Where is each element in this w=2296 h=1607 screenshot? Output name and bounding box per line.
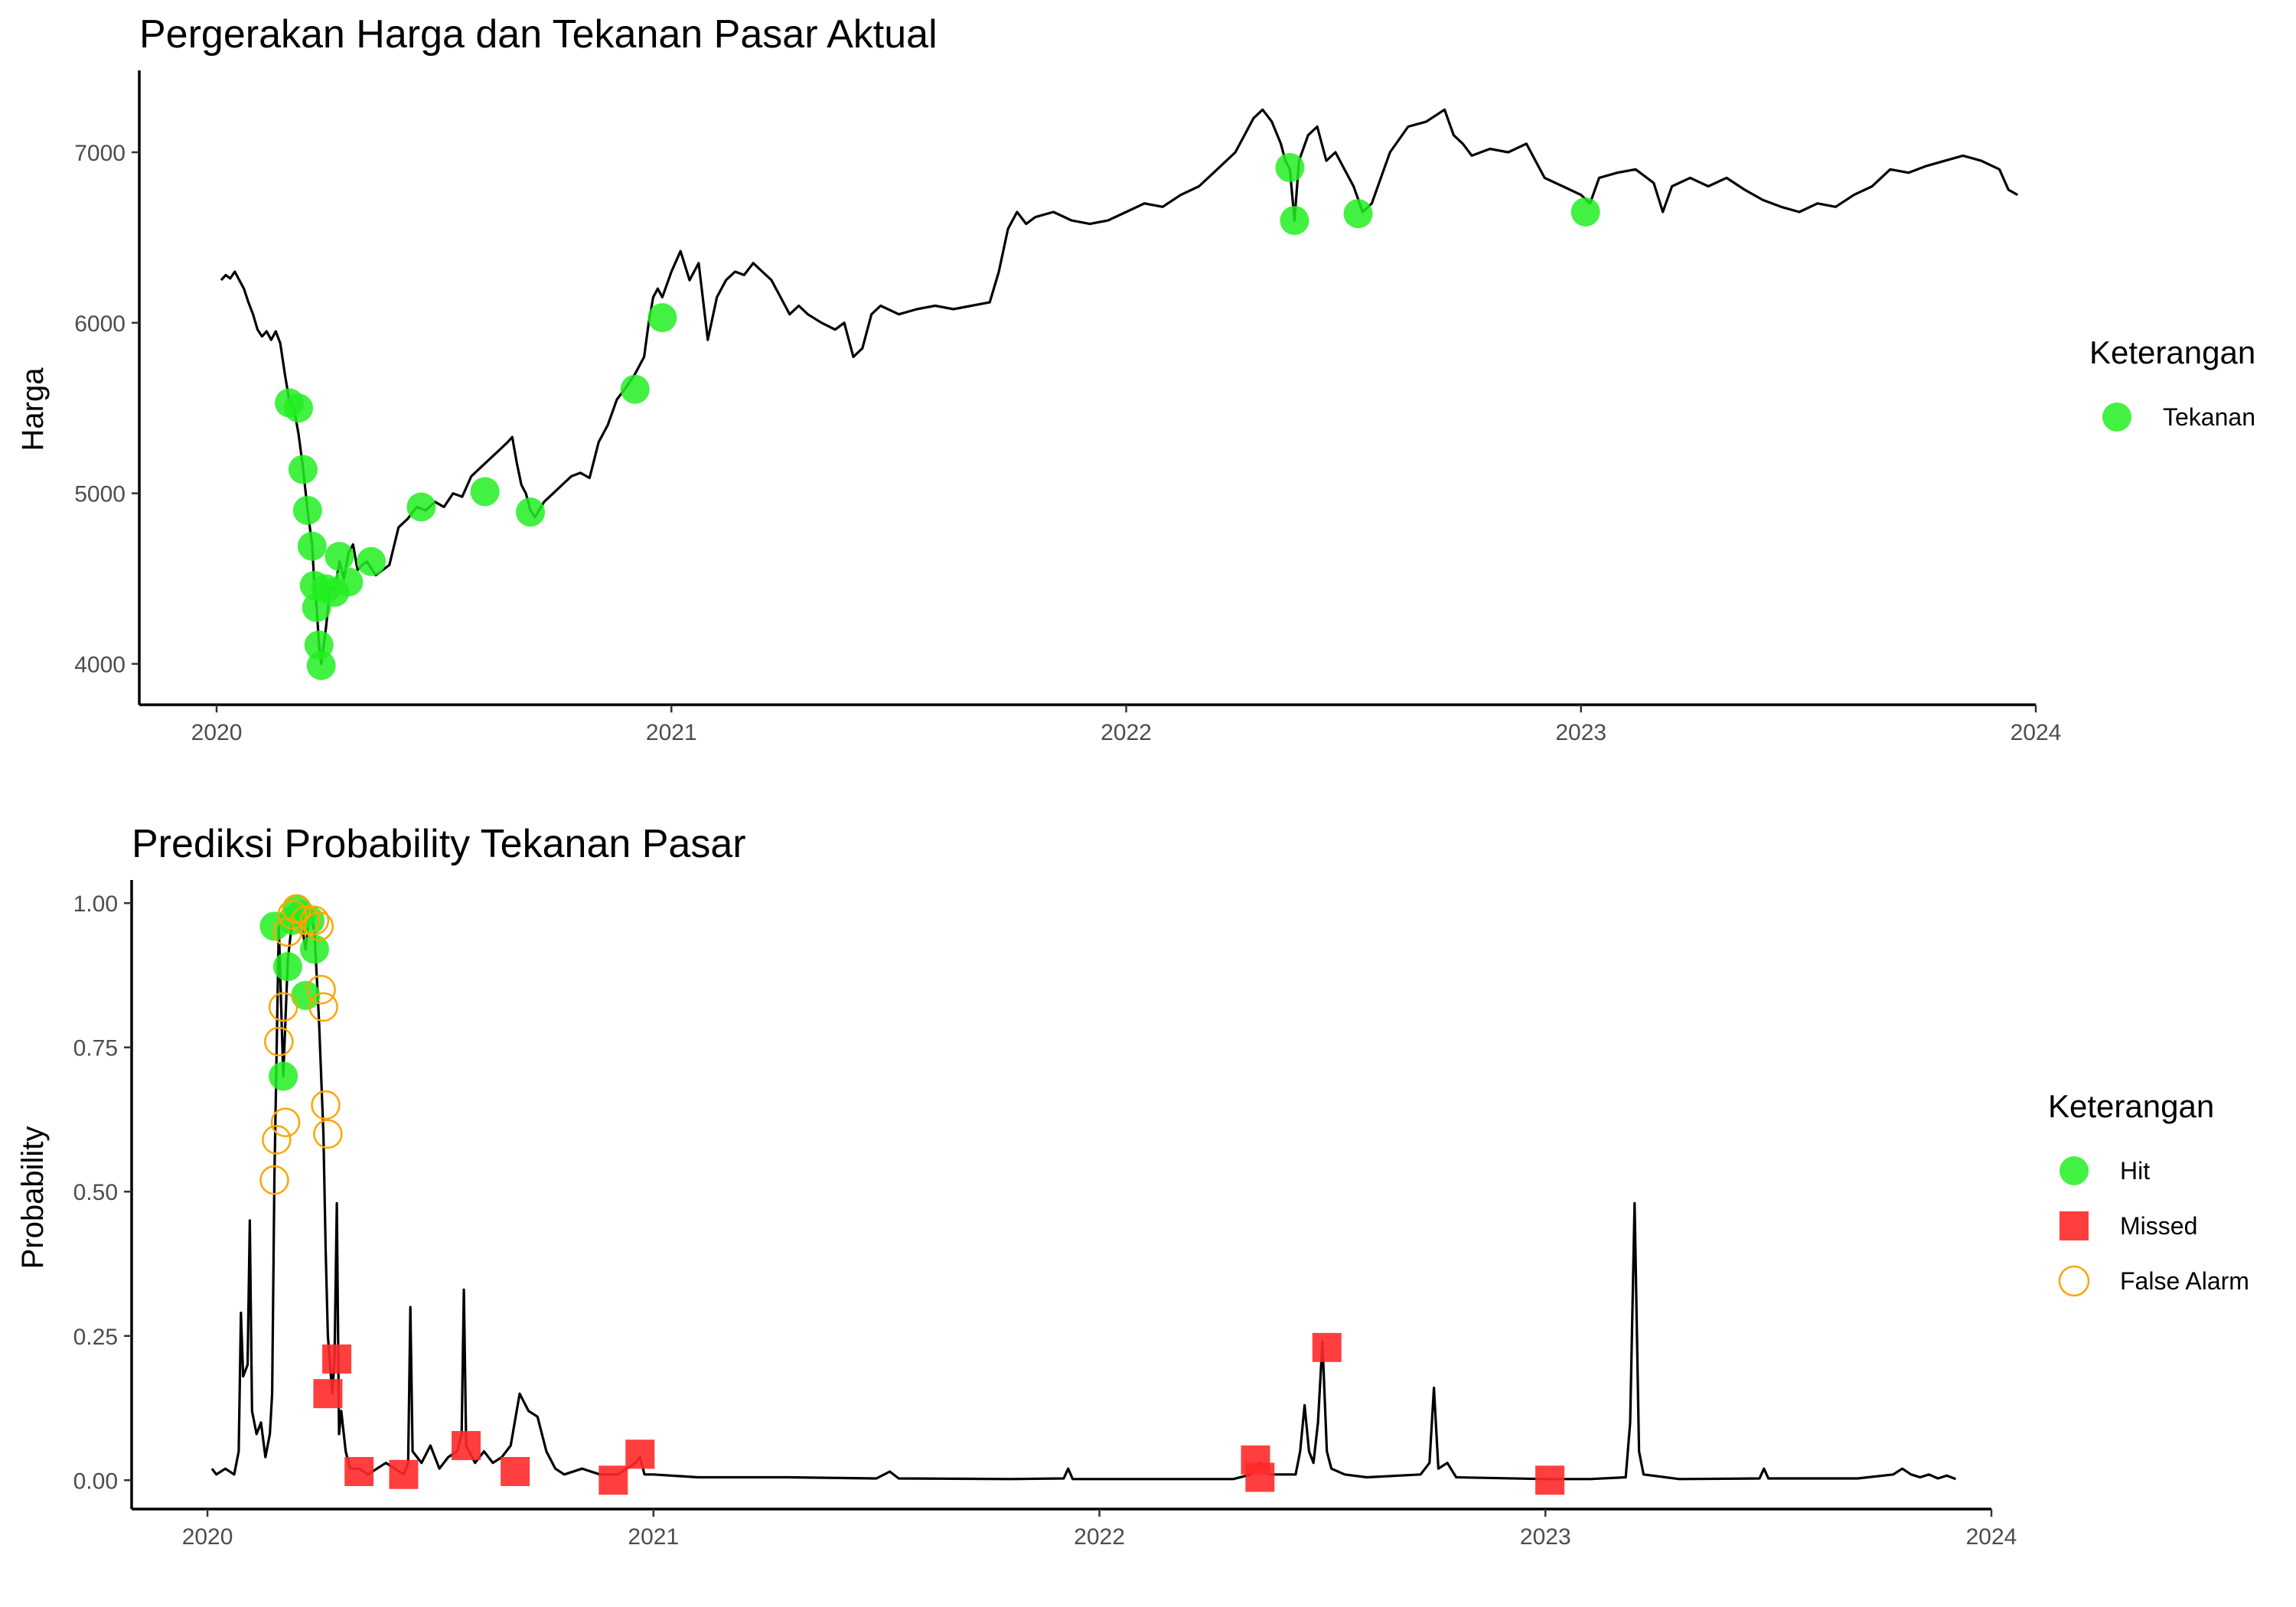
probability-y-tick-label: 0.00 bbox=[73, 1468, 118, 1494]
missed-point bbox=[344, 1456, 374, 1486]
tekanan-point bbox=[357, 546, 386, 576]
false-alarm-point bbox=[308, 992, 338, 1022]
probability-y-axis-label: Probability bbox=[16, 1126, 50, 1270]
false-alarm-point bbox=[291, 905, 321, 936]
price-x-tick-label: 2023 bbox=[1555, 720, 1606, 745]
hit-point bbox=[269, 1061, 298, 1091]
hit-point bbox=[291, 980, 321, 1010]
probability-x-tick-label: 2023 bbox=[1520, 1524, 1571, 1550]
probability-axes: 0.00 0.25 0.50 0.75 1.00 2020 2021 2022 2023 2024 bbox=[73, 880, 2017, 1550]
price-y-tick-label: 4000 bbox=[74, 653, 126, 678]
tekanan-point bbox=[1343, 199, 1373, 229]
false-alarm-point bbox=[299, 905, 330, 936]
price-y-tick-label: 6000 bbox=[74, 311, 126, 337]
false-alarm-point bbox=[304, 911, 334, 941]
tekanan-point bbox=[647, 303, 677, 333]
hit-point bbox=[299, 934, 329, 964]
probability-panel: Prediksi Probability Tekanan Pasar Proba… bbox=[16, 822, 2249, 1550]
price-x-tick-label: 2021 bbox=[646, 720, 697, 745]
tekanan-point bbox=[292, 495, 322, 525]
price-legend-title: Keterangan bbox=[2089, 334, 2255, 370]
false-alarm-point bbox=[264, 1026, 294, 1057]
tekanan-point bbox=[297, 531, 327, 561]
tekanan-points bbox=[275, 153, 1600, 680]
legend-false-alarm-icon bbox=[2058, 1265, 2090, 1297]
missed-point bbox=[1535, 1465, 1565, 1495]
missed-point bbox=[1245, 1462, 1275, 1492]
legend-hit-label: Hit bbox=[2120, 1157, 2150, 1185]
probability-y-tick-label: 0.25 bbox=[73, 1325, 118, 1350]
false-alarm-point bbox=[282, 894, 311, 924]
probability-y-tick-label: 0.50 bbox=[73, 1180, 118, 1205]
missed-point bbox=[1312, 1332, 1342, 1362]
tekanan-point bbox=[470, 477, 500, 507]
hit-point bbox=[272, 952, 302, 982]
price-chart-title: Pergerakan Harga dan Tekanan Pasar Aktua… bbox=[139, 12, 938, 57]
price-y-tick-label: 7000 bbox=[74, 141, 126, 166]
probability-x-tick-label: 2024 bbox=[1966, 1524, 2017, 1550]
probability-chart-title: Prediksi Probability Tekanan Pasar bbox=[132, 822, 746, 866]
tekanan-point bbox=[1280, 206, 1309, 236]
legend-hit-icon bbox=[2060, 1156, 2089, 1185]
tekanan-point bbox=[620, 374, 650, 404]
price-x-tick-label: 2020 bbox=[191, 720, 243, 745]
price-x-tick-label: 2022 bbox=[1101, 720, 1152, 745]
missed-point bbox=[598, 1465, 628, 1495]
probability-y-tick-label: 1.00 bbox=[73, 892, 118, 917]
tekanan-point bbox=[325, 542, 354, 572]
false-alarm-point bbox=[313, 1119, 343, 1149]
false-alarm-point bbox=[270, 1107, 301, 1137]
tekanan-point bbox=[406, 492, 436, 522]
price-x-tick-label: 2024 bbox=[2011, 720, 2062, 745]
tekanan-point bbox=[1570, 197, 1600, 227]
price-legend: Keterangan Tekanan bbox=[2089, 334, 2255, 432]
legend-false-alarm-label: False Alarm bbox=[2120, 1267, 2249, 1295]
price-y-tick-label: 5000 bbox=[74, 482, 126, 507]
probability-y-tick-label: 0.75 bbox=[73, 1036, 118, 1061]
missed-point bbox=[322, 1344, 352, 1374]
legend-tekanan-icon bbox=[2102, 403, 2131, 432]
tekanan-point bbox=[283, 393, 313, 423]
legend-missed-icon bbox=[2060, 1211, 2089, 1240]
missed-point bbox=[501, 1456, 530, 1486]
probability-x-tick-label: 2021 bbox=[628, 1524, 679, 1550]
false-alarm-point bbox=[277, 899, 308, 930]
false-alarm-point bbox=[311, 1090, 341, 1120]
legend-tekanan-label: Tekanan bbox=[2163, 403, 2255, 431]
missed-point bbox=[625, 1439, 655, 1469]
tekanan-point bbox=[334, 567, 364, 597]
missed-point bbox=[389, 1459, 419, 1489]
false-alarm-point bbox=[268, 992, 298, 1022]
price-y-axis-label: Harga bbox=[16, 367, 50, 451]
probability-legend-title: Keterangan bbox=[2048, 1088, 2214, 1124]
false-alarm-point bbox=[306, 975, 336, 1005]
missed-point bbox=[313, 1379, 343, 1409]
tekanan-point bbox=[288, 455, 318, 484]
tekanan-point bbox=[306, 650, 336, 680]
tekanan-point bbox=[516, 497, 546, 527]
probability-legend: Keterangan Hit Missed False Alarm bbox=[2048, 1088, 2249, 1297]
price-axes: 4000 5000 6000 7000 2020 2021 2022 2023 2024 bbox=[74, 70, 2061, 745]
probability-x-tick-label: 2022 bbox=[1074, 1524, 1125, 1550]
legend-missed-label: Missed bbox=[2120, 1212, 2197, 1240]
probability-x-tick-label: 2020 bbox=[182, 1524, 233, 1550]
false-alarm-point bbox=[262, 1125, 292, 1155]
tekanan-point bbox=[1275, 153, 1305, 183]
prediction-points bbox=[259, 894, 1565, 1495]
price-panel: Pergerakan Harga dan Tekanan Pasar Aktua… bbox=[16, 12, 2255, 745]
missed-point bbox=[452, 1431, 481, 1461]
false-alarm-point bbox=[259, 1165, 289, 1195]
